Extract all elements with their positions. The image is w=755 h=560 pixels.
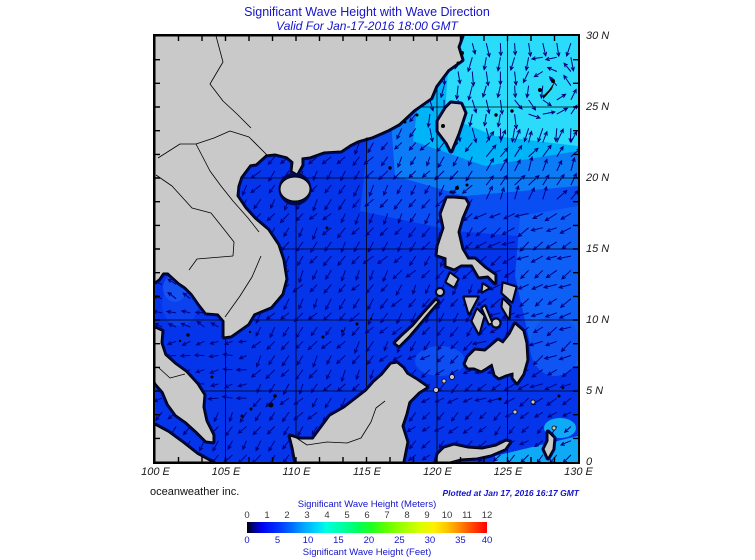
feet-tick: 25 [394, 535, 405, 546]
okinawa [543, 81, 555, 99]
feet-tick: 35 [455, 535, 466, 546]
lat-label: 30 N [586, 29, 610, 42]
colorbar-title-feet: Significant Wave Height (Feet) [302, 547, 432, 558]
hainan [279, 176, 311, 202]
lat-label: 20 N [586, 171, 610, 184]
feet-tick: 15 [333, 535, 344, 546]
plotted-timestamp: Plotted at Jan 17, 2016 16:17 GMT [442, 488, 579, 498]
lat-label: 5 N [586, 384, 604, 397]
feet-tick: 20 [363, 535, 375, 546]
feet-tick: 0 [244, 535, 250, 546]
map-degree-ticks [155, 36, 578, 462]
valid-time-subtitle: Valid For Jan-17-2016 18:00 GMT [276, 19, 458, 33]
meters-tick: 6 [364, 510, 370, 521]
lon-label: 125 E [493, 466, 523, 478]
country-borders [155, 36, 386, 446]
wave-map-canvas [155, 36, 578, 462]
meters-tick: 0 [244, 510, 250, 521]
feet-tick: 30 [424, 535, 436, 546]
meters-tick: 2 [284, 510, 290, 521]
lat-label: 10 N [586, 313, 610, 326]
meters-tick: 3 [304, 510, 310, 521]
map-frame [153, 34, 580, 464]
meters-tick: 5 [344, 510, 350, 521]
lon-label: 115 E [353, 466, 381, 478]
meters-tick: 10 [441, 510, 453, 521]
feet-tick: 40 [481, 535, 493, 546]
land-layer [155, 36, 557, 462]
colorbar-gradient [247, 522, 487, 533]
lat-label: 0 [586, 455, 593, 468]
meters-tick: 4 [324, 510, 330, 521]
feet-tick: 10 [302, 535, 314, 546]
meters-tick: 12 [481, 510, 493, 521]
lon-label: 130 E [564, 466, 593, 478]
feet-tick: 5 [274, 535, 281, 546]
page-title: Significant Wave Height with Wave Direct… [244, 5, 490, 19]
meters-tick: 9 [424, 510, 430, 521]
colorbar-title-meters: Significant Wave Height (Meters) [297, 499, 437, 510]
lat-label: 25 N [586, 100, 610, 113]
meters-tick: 1 [264, 510, 270, 521]
meters-tick: 8 [404, 510, 410, 521]
reef-and-islet-specks [178, 51, 565, 418]
lon-label: 100 E [141, 466, 170, 478]
meters-tick: 11 [462, 510, 472, 521]
lon-label: 105 E [211, 466, 241, 478]
small-islands [433, 374, 557, 431]
credit-text: oceanweather inc. [150, 486, 240, 498]
lon-label: 110 E [282, 466, 311, 478]
lat-label: 15 N [586, 242, 610, 255]
meters-tick: 7 [384, 510, 390, 521]
lon-label: 120 E [423, 466, 452, 478]
